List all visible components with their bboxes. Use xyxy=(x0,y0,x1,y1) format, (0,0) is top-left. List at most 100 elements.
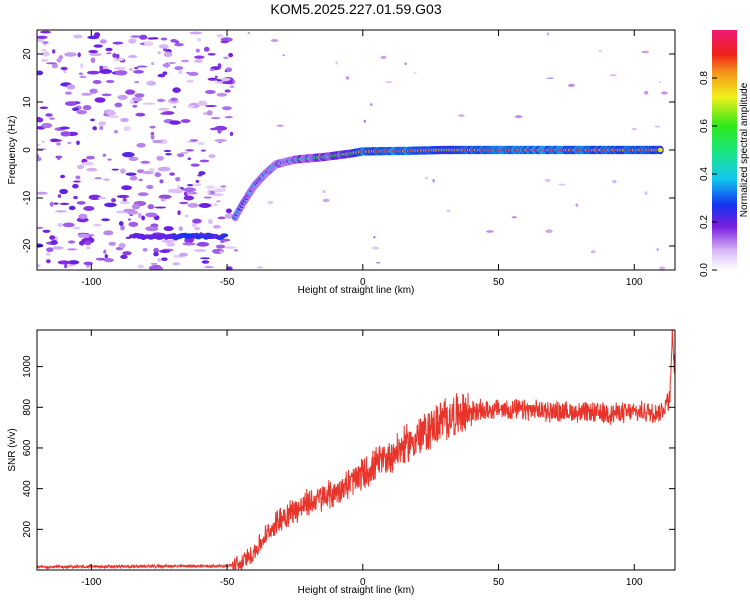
spectrogram-noise-cell xyxy=(220,239,225,244)
spectrogram-noise-cell xyxy=(86,246,91,250)
spectrogram-noise-cell xyxy=(206,110,213,116)
spectrogram-noise-cell xyxy=(198,100,207,104)
spectrogram-noise-cell xyxy=(105,47,113,52)
y-tick-label: -10 xyxy=(22,190,33,205)
spectrogram-noise-cell xyxy=(222,106,232,111)
spectrogram-noise-cell xyxy=(215,244,226,249)
spectrogram-noise-cell xyxy=(102,153,107,157)
spectrogram-noise-cell xyxy=(203,46,210,52)
spectrogram-noise-cell xyxy=(104,254,109,259)
spectrogram-noise-cell xyxy=(42,41,49,44)
spectrogram-noise-cell xyxy=(156,98,166,102)
spectrogram-noise-cell xyxy=(89,52,102,57)
spectrogram-noise-cell xyxy=(558,183,566,186)
spectrogram-noise-cell xyxy=(229,85,235,88)
spectrogram-noise-cell xyxy=(199,257,211,260)
spectrogram-noise-cell xyxy=(229,131,234,137)
spectrogram-noise-cell xyxy=(40,58,49,63)
x-tick-label: -100 xyxy=(81,577,101,588)
spectrogram-noise-cell xyxy=(180,119,191,123)
spectrogram-noise-cell xyxy=(432,178,435,183)
spectrogram-noise-cell xyxy=(120,117,129,123)
spectrogram-noise-cell xyxy=(154,172,162,178)
spectrogram-noise-cell xyxy=(210,117,221,120)
spectrogram-noise-cell xyxy=(111,168,120,171)
spectrogram-y-ticks: -20 -10 0 10 20 xyxy=(22,48,675,253)
spectrogram-noise-cell xyxy=(52,246,64,250)
spectrogram-noise-cell xyxy=(67,141,72,145)
spectrogram-noise-cell xyxy=(145,226,159,232)
spectrogram-noise-cell xyxy=(150,132,155,136)
spectrogram-noise-cell xyxy=(49,235,56,240)
x-tick-label: 50 xyxy=(493,277,505,288)
spectrogram-noise-cell xyxy=(131,203,141,210)
spectrogram-noise-cell xyxy=(137,65,148,68)
spectrogram-noise-cell xyxy=(214,125,228,131)
colorbar-tick-label: 0.2 xyxy=(699,215,710,229)
spectrogram-noise-cell xyxy=(267,200,274,205)
spectrogram-noise-cell xyxy=(160,37,168,41)
spectrogram-noise-cell xyxy=(380,55,387,59)
spectrogram-noise-cell xyxy=(167,188,179,193)
colorbar-ticks: 0.0 0.2 0.4 0.6 0.8 xyxy=(699,71,717,277)
y-tick-label: 200 xyxy=(22,521,33,538)
spectrogram-noise-cell xyxy=(197,174,203,177)
spectrogram-noise-cell xyxy=(103,178,110,181)
spectrogram-noise-cell xyxy=(99,65,104,71)
y-tick-label: 20 xyxy=(22,48,33,60)
spectrogram-noise-cell xyxy=(118,221,124,226)
spectrogram-noise-cell xyxy=(174,43,184,47)
spectrogram-noise-cell xyxy=(216,92,228,97)
spectrogram-noise-cell xyxy=(121,185,132,191)
spectrogram-noise-cell xyxy=(214,138,227,143)
spectrogram-noise-cell xyxy=(195,48,200,53)
spectrogram-noise-cell xyxy=(78,213,88,220)
spectrogram-noise-cell xyxy=(46,259,51,264)
x-tick-label: -50 xyxy=(220,577,235,588)
spectrogram-noise-cell xyxy=(276,124,284,127)
spectrogram-noise-cell xyxy=(211,193,224,197)
spectrogram-noise-cell xyxy=(544,178,551,183)
spectrogram-noise-cell xyxy=(196,241,210,247)
spectrogram-noise-cell xyxy=(53,139,62,142)
spectrogram-noise-cell xyxy=(179,201,189,205)
x-tick-label: 100 xyxy=(626,277,643,288)
spectrogram-noise-cell xyxy=(654,125,661,128)
spectrogram-noise-cell xyxy=(128,68,133,71)
spectrogram-noise-cell xyxy=(376,261,381,264)
spectrogram-noise-cell xyxy=(180,151,189,154)
spectrogram-noise-cell xyxy=(194,59,203,63)
spectrogram-noise-cell xyxy=(46,247,54,252)
spectrogram-noise-cell xyxy=(98,121,107,126)
spectrogram-noise-cell xyxy=(134,93,145,98)
spectrogram-noise-cell xyxy=(220,40,229,44)
spectrogram-noise-cell xyxy=(37,117,44,123)
spectrogram-noise-cell xyxy=(59,126,70,130)
spectrogram-noise-cell xyxy=(125,89,136,95)
spectrogram-noise-cell xyxy=(42,229,51,233)
spectrogram-noise-cell xyxy=(203,196,212,199)
spectrogram-noise-cell xyxy=(37,156,42,162)
spectrogram-noise-cell xyxy=(133,70,144,74)
x-tick-label: -100 xyxy=(81,277,101,288)
spectrogram-noise-cell xyxy=(661,91,668,95)
spectrogram-noise-cell xyxy=(658,81,662,83)
spectrogram-noise-cell xyxy=(59,202,70,205)
spectrogram-noise-cell xyxy=(631,127,637,131)
spectrogram-noise-cell xyxy=(120,168,126,174)
spectrogram-noise-cell xyxy=(108,241,116,246)
spectrogram-noise-cell xyxy=(194,249,207,252)
spectrogram-noise-cell xyxy=(226,266,233,270)
spectrogram-noise-cell xyxy=(207,53,216,56)
spectrogram-noise-cell xyxy=(208,154,216,159)
spectrogram-noise-cell xyxy=(224,246,237,249)
spectrogram-noise-cell xyxy=(187,203,199,208)
spectrogram-noise-cell xyxy=(49,117,55,120)
spectrogram-noise-cell xyxy=(56,57,62,63)
spectrogram-noise-cell xyxy=(137,192,149,197)
colorbar-tick-label: 0.0 xyxy=(699,263,710,277)
spectrogram-noise-cell xyxy=(137,212,142,219)
spectrogram-noise-cell xyxy=(193,183,202,187)
spectrogram-noise-cell xyxy=(413,72,417,74)
